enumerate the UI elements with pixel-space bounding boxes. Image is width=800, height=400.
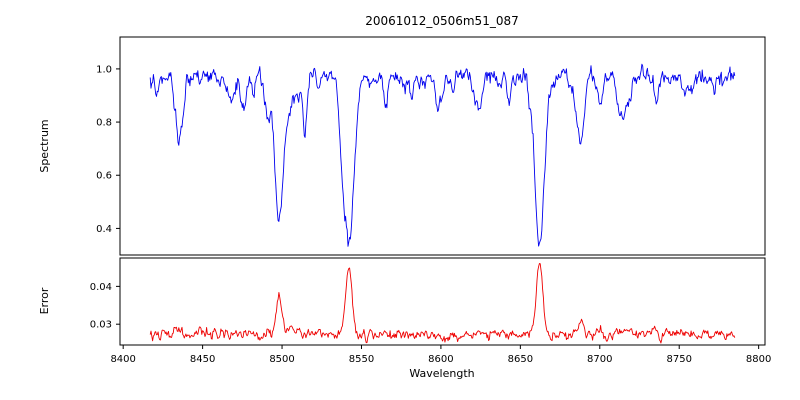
x-tick-label: 8600 — [428, 354, 453, 365]
plot-area: 8400 8450 8500 8550 8600 8650 8700 8750 8800 0.4 0… — [90, 36, 771, 365]
x-tick-label: 8800 — [746, 354, 771, 365]
y-tick-label: 0.4 — [96, 224, 112, 235]
y-tick-label: 0.03 — [90, 320, 112, 331]
y-tick-label: 0.8 — [96, 118, 112, 129]
x-tick-label: 8400 — [110, 354, 135, 365]
spectrum-line — [149, 63, 736, 247]
x-tick-label: 8450 — [190, 354, 215, 365]
x-axis-label: Wavelength — [409, 367, 474, 380]
x-tick-label: 8550 — [349, 354, 374, 365]
spectrum-y-axis-label: Spectrum — [38, 119, 51, 172]
x-tick-label: 8500 — [269, 354, 294, 365]
y-tick-label: 0.6 — [96, 171, 112, 182]
error-line — [149, 263, 736, 344]
plot-title: 20061012_0506m51_087 — [365, 14, 518, 28]
x-tick-label: 8750 — [666, 354, 691, 365]
error-y-axis-label: Error — [38, 287, 51, 314]
spectrum-axes — [119, 36, 766, 256]
error-axes — [119, 257, 766, 346]
y-tick-label: 0.04 — [90, 282, 112, 293]
y-tick-label: 1.0 — [96, 64, 112, 75]
x-tick-label: 8650 — [508, 354, 533, 365]
x-tick-label: 8700 — [587, 354, 612, 365]
